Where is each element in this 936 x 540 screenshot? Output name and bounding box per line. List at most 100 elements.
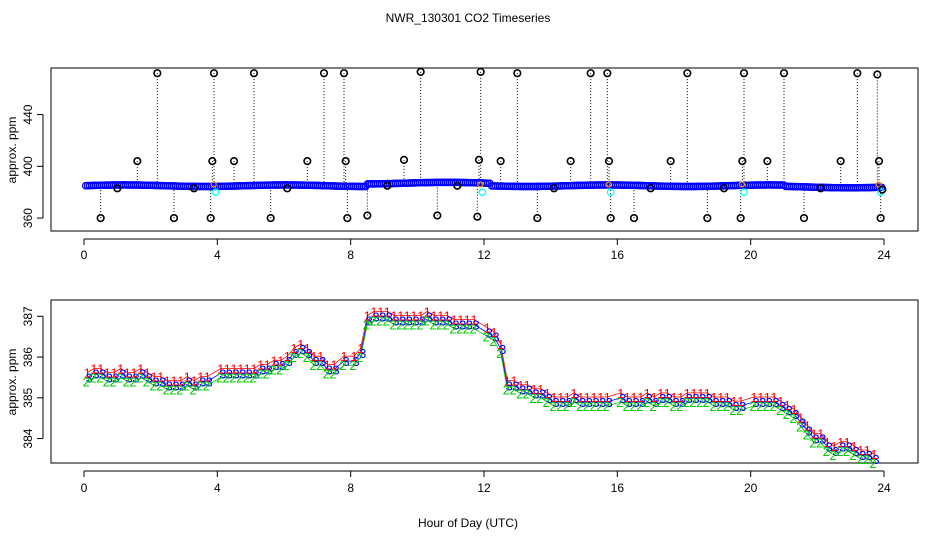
bottom-point-label-2: 2 [136, 370, 143, 385]
bottom-point-label-2: 2 [316, 358, 323, 373]
bottom-point-label-1: 1 [390, 309, 397, 324]
bottom-point-label-1: 1 [217, 362, 224, 377]
bottom-point-label-2: 2 [463, 322, 470, 337]
top-highlight-point [606, 188, 615, 197]
bottom-point-label-2: 2 [403, 318, 410, 333]
bottom-point-label-1: 1 [524, 378, 531, 393]
top-accent-point [875, 181, 882, 188]
bottom-point-label-2: 2 [583, 399, 590, 414]
bottom-point-label-2: 2 [576, 399, 583, 414]
bottom-point-label-3: 3 [639, 395, 646, 410]
bottom-point-label-2: 2 [496, 346, 503, 361]
top-spike-point [874, 157, 884, 166]
bottom-point-label-2: 2 [223, 370, 230, 385]
bottom-point-label-2: 2 [623, 399, 630, 414]
bottom-point-label-1: 1 [290, 341, 297, 356]
bottom-point-label-2: 2 [169, 383, 176, 398]
bottom-point-label-3: 3 [252, 366, 259, 381]
bottom-point-label-3: 3 [406, 313, 413, 328]
bottom-point-label-2: 2 [156, 379, 163, 394]
top-accent-point [605, 181, 612, 188]
top-accent-point [477, 181, 484, 188]
bottom-point-label-1: 1 [777, 394, 784, 409]
bottom-point-label-2: 2 [363, 318, 370, 333]
bottom-point-label-3: 3 [872, 452, 879, 467]
bottom-point-label-2: 2 [763, 399, 770, 414]
top-spike-point [566, 157, 575, 166]
bottom-point-label-3: 3 [646, 391, 653, 406]
top-x-tick-label: 24 [877, 248, 891, 262]
bottom-point-label-3: 3 [866, 448, 873, 463]
bottom-point-label-3: 3 [666, 391, 673, 406]
bottom-point-label-1: 1 [670, 390, 677, 405]
bottom-point-label-3: 3 [859, 448, 866, 463]
bottom-point-label-3: 3 [466, 317, 473, 332]
bottom-point-label-3: 3 [266, 362, 273, 377]
bottom-point-label-1: 1 [604, 390, 611, 405]
bottom-point-label-1: 1 [124, 366, 131, 381]
bottom-point-label-1: 1 [810, 427, 817, 442]
bottom-point-label-3: 3 [759, 395, 766, 410]
bottom-point-label-1: 1 [724, 390, 731, 405]
top-spike-point [416, 67, 425, 76]
bottom-point-label-3: 3 [152, 375, 159, 390]
bottom-point-label-1: 1 [450, 313, 457, 328]
bottom-point-label-3: 3 [472, 317, 479, 332]
bottom-point-label-2: 2 [323, 366, 330, 381]
bottom-point-label-1: 1 [857, 443, 864, 458]
bottom-point-label-1: 1 [144, 366, 151, 381]
top-spike-point [816, 184, 825, 193]
bottom-point-label-2: 2 [676, 399, 683, 414]
top-axis-ticks: 0 4 8 12 16 20 24 360 400 440 [21, 104, 891, 262]
bottom-point-label-2: 2 [349, 358, 356, 373]
top-spike-point [763, 157, 772, 166]
bottom-point-label-2: 2 [183, 379, 190, 394]
bottom-point-label-2: 2 [203, 379, 210, 394]
bottom-point-label-3: 3 [526, 383, 533, 398]
bottom-point-label-1: 1 [204, 370, 211, 385]
bottom-point-label-2: 2 [503, 383, 510, 398]
top-spike-point [209, 69, 219, 78]
bottom-point-label-1: 1 [117, 362, 124, 377]
bottom-point-label-3: 3 [686, 391, 693, 406]
bottom-point-label-3: 3 [146, 370, 153, 385]
bottom-point-label-2: 2 [96, 370, 103, 385]
bottom-point-label-3: 3 [732, 399, 739, 414]
bottom-point-label-2: 2 [543, 395, 550, 410]
bottom-point-label-1: 1 [270, 353, 277, 368]
bottom-point-label-1: 1 [464, 313, 471, 328]
bottom-point-label-3: 3 [99, 366, 106, 381]
top-spike-point [836, 157, 845, 166]
bottom-point-label-3: 3 [726, 395, 733, 410]
bottom-point-label-2: 2 [109, 375, 116, 390]
bottom-point-label-3: 3 [326, 362, 333, 377]
bottom-point-label-3: 3 [392, 313, 399, 328]
bottom-point-label-1: 1 [757, 390, 764, 405]
top-y-tick-label: 360 [21, 208, 35, 228]
top-x-tick-label: 8 [347, 248, 354, 262]
bottom-point-label-1: 1 [764, 390, 771, 405]
bottom-point-label-3: 3 [106, 370, 113, 385]
bottom-x-tick-label: 4 [214, 481, 221, 495]
bottom-point-label-2: 2 [756, 399, 763, 414]
bottom-point-label-1: 1 [864, 443, 871, 458]
bottom-point-label-3: 3 [219, 366, 226, 381]
bottom-point-label-1: 1 [557, 390, 564, 405]
bottom-point-label-2: 2 [483, 330, 490, 345]
bottom-point-label-3: 3 [166, 379, 173, 394]
bottom-point-label-1: 1 [497, 337, 504, 352]
bottom-point-label-2: 2 [489, 334, 496, 349]
bottom-point-label-1: 1 [284, 349, 291, 364]
bottom-point-label-1: 1 [457, 313, 464, 328]
bottom-point-label-2: 2 [89, 370, 96, 385]
top-x-tick-label: 0 [81, 248, 88, 262]
bottom-point-label-2: 2 [689, 395, 696, 410]
bottom-point-label-2: 2 [376, 313, 383, 328]
bottom-point-label-1: 1 [97, 362, 104, 377]
bottom-point-label-1: 1 [850, 439, 857, 454]
bottom-point-label-2: 2 [436, 318, 443, 333]
bottom-point-label-2: 2 [103, 375, 110, 390]
bottom-point-label-1: 1 [250, 362, 257, 377]
